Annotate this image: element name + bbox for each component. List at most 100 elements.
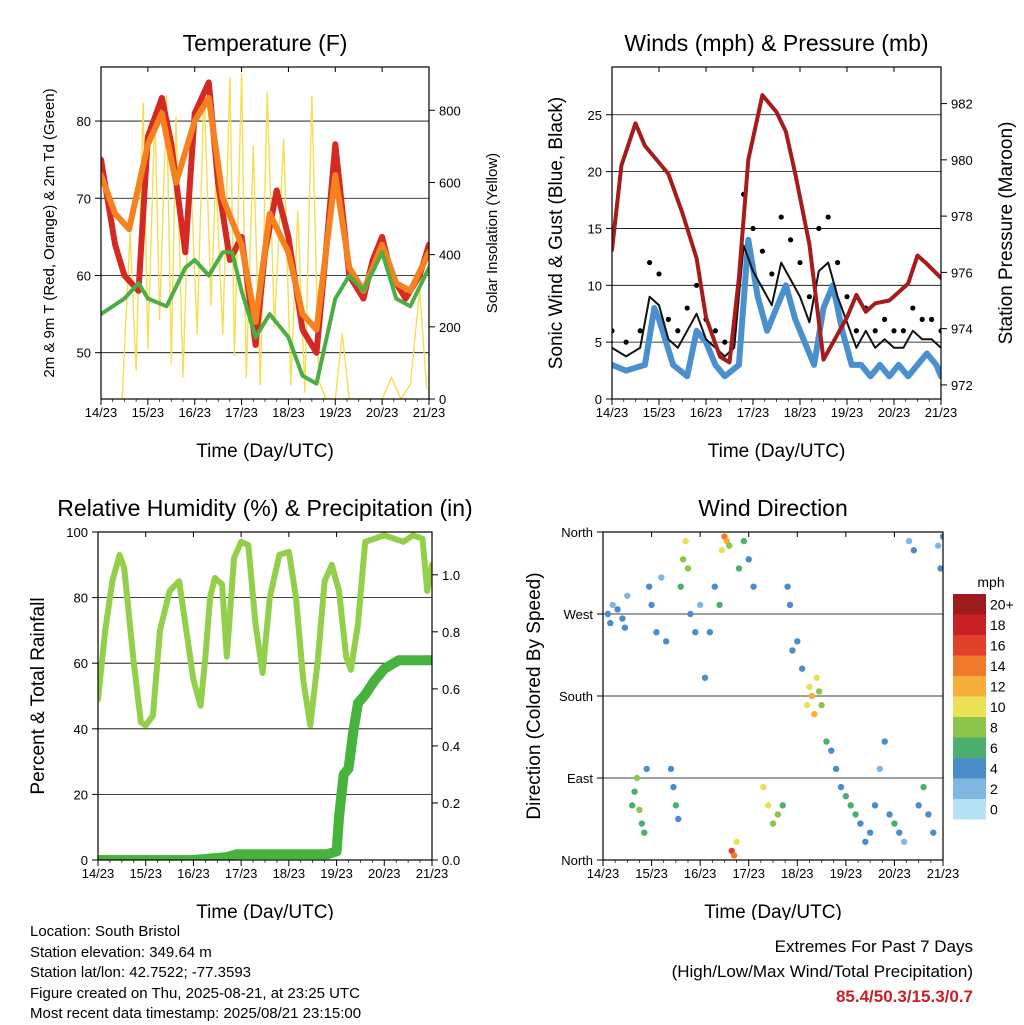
- legend-swatch: [953, 635, 986, 656]
- gust-point: [806, 294, 813, 300]
- series-td-line: [101, 250, 429, 386]
- legend-swatch: [953, 696, 986, 717]
- temperature-ylabel: 2m & 9m T (Red, Orange) & 2m Td (Green): [41, 88, 58, 377]
- humidity-ytick-label: 100: [66, 525, 88, 540]
- direction-point: [619, 615, 626, 622]
- direction-xtick-label: 16/23: [684, 866, 717, 881]
- direction-point: [852, 811, 859, 818]
- direction-point: [675, 815, 682, 823]
- direction-point: [842, 793, 850, 800]
- direction-point: [733, 838, 740, 845]
- direction-point: [813, 674, 820, 681]
- humidity-xtick-label: 16/23: [177, 866, 210, 881]
- direction-point: [847, 802, 854, 809]
- legend-title: mph: [977, 574, 1004, 590]
- winds-ytick-label: 10: [588, 278, 602, 293]
- gust-point: [759, 248, 766, 254]
- direction-point: [779, 802, 786, 809]
- direction-point: [881, 738, 888, 745]
- winds-ytick-right-label: 982: [951, 97, 973, 112]
- temperature-ytick-label: 60: [77, 268, 91, 283]
- winds-xtick-label: 19/23: [831, 405, 864, 420]
- legend-label: 6: [990, 740, 998, 756]
- humidity-plot-frame: [97, 531, 433, 861]
- direction-point: [667, 765, 675, 773]
- humidity-ytick-right-label: 1.0: [442, 568, 460, 583]
- extremes-box: Extremes For Past 7 Days (High/Low/Max W…: [672, 934, 973, 1009]
- direction-point: [794, 638, 801, 645]
- temperature-ytick-label: 80: [77, 114, 91, 129]
- data-timestamp: Most recent data timestamp: 2025/08/21 2…: [30, 1005, 362, 1022]
- legend-label: 2: [990, 781, 998, 797]
- direction-point: [811, 711, 818, 718]
- legend-label: 4: [990, 760, 998, 776]
- gust-point: [637, 328, 643, 334]
- direction-point: [920, 783, 927, 791]
- direction-ytick-label: North: [561, 853, 593, 868]
- humidity-xlabel: Time (Day/UTC): [196, 902, 334, 920]
- direction-ytick-label: West: [564, 607, 594, 622]
- gust-point: [647, 259, 653, 266]
- direction-point: [638, 820, 646, 827]
- temperature-xlabel: Time (Day/UTC): [196, 441, 334, 462]
- temperature-ytick-right-label: 200: [439, 320, 461, 335]
- direction-point: [910, 547, 918, 554]
- rh-line: [98, 532, 432, 729]
- gust-point: [872, 328, 878, 334]
- winds-ytick-right-label: 978: [951, 209, 973, 224]
- direction-point: [628, 802, 636, 809]
- gust-point: [778, 214, 784, 220]
- direction-point: [696, 601, 704, 609]
- gust-point: [816, 225, 822, 232]
- direction-xtick-label: 17/23: [732, 866, 765, 881]
- legend-label: 14: [990, 658, 1006, 674]
- direction-point: [624, 592, 631, 599]
- direction-point: [711, 583, 718, 590]
- direction-point: [682, 537, 689, 545]
- direction-point: [828, 747, 835, 754]
- gust-point: [656, 271, 662, 277]
- direction-point: [925, 811, 932, 818]
- temperature-ytick-right-label: 600: [439, 175, 461, 190]
- humidity-ytick-label: 40: [74, 722, 88, 737]
- direction-title: Wind Direction: [698, 495, 848, 521]
- temperature-xtick-label: 21/23: [413, 405, 446, 420]
- gust-point: [835, 259, 841, 266]
- extremes-values: 85.4/50.3/15.3/0.7: [835, 987, 973, 1006]
- gust-point: [684, 305, 690, 311]
- direction-point: [607, 619, 614, 627]
- humidity-ytick-label: 20: [74, 787, 88, 802]
- direction-point: [633, 774, 641, 782]
- direction-point: [832, 765, 840, 773]
- gust-point: [891, 328, 897, 334]
- direction-point: [672, 802, 680, 809]
- direction-ylabel: Direction (Colored By Speed): [524, 572, 545, 819]
- winds-xtick-label: 18/23: [784, 405, 817, 420]
- winds-xtick-label: 21/23: [925, 405, 958, 420]
- legend-swatch: [953, 614, 986, 635]
- direction-point: [837, 783, 845, 791]
- temperature-ytick-right-label: 0: [439, 392, 446, 407]
- winds-ytick-label: 0: [595, 392, 602, 407]
- winds-ytick-right-label: 976: [951, 265, 973, 280]
- humidity-xtick-label: 14/23: [82, 866, 115, 881]
- humidity-xtick-label: 19/23: [320, 866, 353, 881]
- extremes-title: Extremes For Past 7 Days: [774, 937, 973, 956]
- gust-point: [623, 339, 629, 345]
- direction-point: [769, 820, 777, 827]
- gust-point: [712, 328, 719, 334]
- legend-swatch: [953, 737, 986, 758]
- direction-point: [798, 665, 806, 672]
- direction-point: [900, 838, 908, 845]
- gust-point: [788, 237, 794, 243]
- legend-swatch: [953, 778, 986, 799]
- gust-point: [900, 328, 907, 334]
- temperature-ylabel-right: Solar Insolation (Yellow): [484, 153, 501, 313]
- direction-xlabel: Time (Day/UTC): [704, 902, 842, 920]
- direction-xtick-label: 14/23: [587, 866, 620, 881]
- winds-ytick-label: 20: [588, 165, 602, 180]
- direction-point: [730, 852, 738, 859]
- humidity-xtick-label: 15/23: [129, 866, 162, 881]
- direction-xtick-label: 18/23: [781, 866, 814, 881]
